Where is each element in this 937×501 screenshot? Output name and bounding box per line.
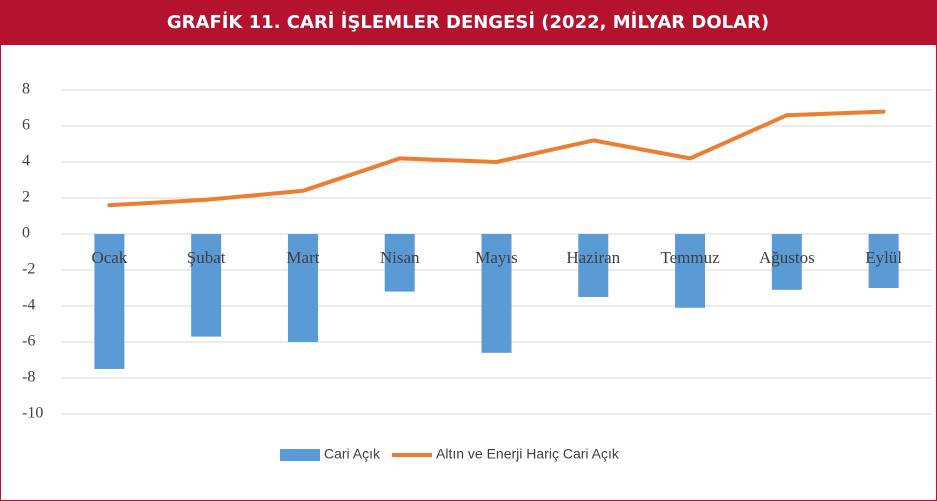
bar: [578, 234, 609, 297]
y-tick-label: 0: [22, 225, 30, 242]
legend-label: Altın ve Enerji Hariç Cari Açık: [436, 446, 620, 462]
y-tick-label: 8: [22, 81, 30, 98]
bar: [675, 234, 706, 308]
y-tick-label: 2: [22, 189, 30, 206]
x-tick-label: Haziran: [566, 248, 620, 267]
x-tick-label: Mayıs: [475, 248, 518, 267]
bar: [481, 234, 512, 353]
y-tick-label: -6: [22, 333, 35, 350]
header: [0, 0, 937, 45]
y-tick-label: 6: [22, 117, 30, 134]
y-tick-label: 4: [22, 153, 30, 170]
y-tick-label: -4: [22, 297, 35, 314]
bar: [191, 234, 222, 337]
y-tick-label: -10: [22, 405, 43, 422]
y-tick-label: -8: [22, 369, 35, 386]
x-tick-label: Şubat: [187, 248, 226, 267]
bar: [287, 234, 318, 342]
x-tick-label: Eylül: [865, 248, 902, 267]
x-tick-label: Nisan: [380, 248, 420, 267]
y-tick-label: -2: [22, 261, 35, 278]
legend-label: Cari Açık: [324, 446, 381, 462]
x-tick-label: Temmuz: [660, 248, 720, 267]
bar: [94, 234, 125, 369]
legend-swatch: [280, 449, 320, 461]
x-tick-label: Ocak: [91, 248, 127, 267]
bar: [771, 234, 802, 290]
bar: [868, 234, 899, 288]
x-tick-label: Ağustos: [759, 248, 815, 267]
x-tick-label: Mart: [286, 248, 319, 267]
bar: [384, 234, 415, 292]
line: [107, 109, 886, 208]
chart-title: GRAFİK 11. CARİ İŞLEMLER DENGESİ (2022, …: [167, 11, 769, 33]
